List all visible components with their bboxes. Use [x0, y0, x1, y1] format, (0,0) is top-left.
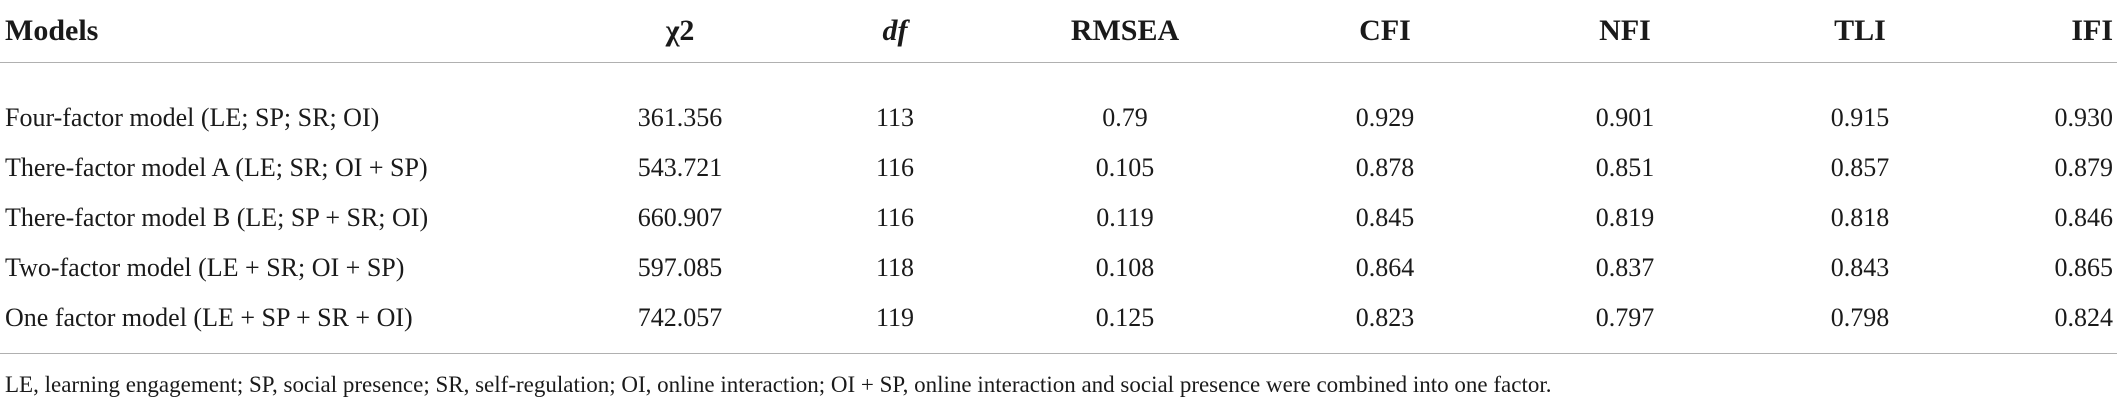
- cell-ifi: 0.824: [1980, 293, 2117, 354]
- header-tli: TLI: [1740, 0, 1980, 63]
- cell-ifi: 0.879: [2054, 153, 2114, 182]
- cell-nfi: 0.837: [1595, 253, 1655, 282]
- cell-model: Two-factor model (LE + SR; OI + SP): [5, 253, 405, 282]
- cell-ifi: 0.930: [2054, 103, 2114, 132]
- header-nfi: NFI: [1510, 0, 1740, 63]
- cell-rmsea: 0.119: [1096, 203, 1154, 232]
- table-row: There-factor model A (LE; SR; OI + SP) 5…: [0, 143, 2117, 193]
- header-rmsea: RMSEA: [990, 0, 1260, 63]
- cell-cfi: 0.823: [1260, 293, 1510, 354]
- table-row: There-factor model B (LE; SP + SR; OI) 6…: [0, 193, 2117, 243]
- cell-chi-square: 597.085: [637, 253, 723, 282]
- cell-df: 116: [875, 153, 915, 182]
- cell-tli: 0.818: [1830, 203, 1890, 232]
- cell-model: There-factor model B (LE; SP + SR; OI): [5, 203, 429, 232]
- cell-rmsea: 0.79: [1102, 103, 1148, 132]
- cell-chi-square: 543.721: [637, 153, 723, 182]
- table-row: One factor model (LE + SP + SR + OI) 742…: [0, 293, 2117, 354]
- cell-chi-square: 660.907: [637, 203, 723, 232]
- cell-model: Four-factor model (LE; SP; SR; OI): [5, 103, 380, 132]
- cell-rmsea: 0.105: [1095, 153, 1155, 182]
- model-fit-table: Models χ2 df RMSEA CFI NFI TLI IFI Four-…: [0, 0, 2117, 354]
- cell-cfi: 0.845: [1355, 203, 1415, 232]
- cell-chi-square: 361.356: [637, 103, 723, 132]
- cell-cfi: 0.929: [1355, 103, 1415, 132]
- cell-cfi: 0.864: [1355, 253, 1415, 282]
- cell-chi-square: 742.057: [560, 293, 800, 354]
- cell-cfi: 0.878: [1355, 153, 1415, 182]
- cell-ifi: 0.865: [2054, 253, 2114, 282]
- header-df: df: [800, 0, 990, 63]
- cell-model: One factor model (LE + SP + SR + OI): [0, 293, 560, 354]
- header-row: Models χ2 df RMSEA CFI NFI TLI IFI: [0, 0, 2117, 63]
- table-footnote: LE, learning engagement; SP, social pres…: [5, 372, 1552, 397]
- cell-nfi: 0.851: [1595, 153, 1655, 182]
- header-models: Models: [0, 0, 560, 63]
- cell-df: 113: [875, 103, 915, 132]
- cell-rmsea: 0.125: [990, 293, 1260, 354]
- cell-nfi: 0.901: [1595, 103, 1655, 132]
- cell-df: 118: [875, 253, 915, 282]
- cell-tli: 0.857: [1830, 153, 1890, 182]
- header-ifi: IFI: [1980, 0, 2117, 63]
- cell-model: There-factor model A (LE; SR; OI + SP): [5, 153, 428, 182]
- cell-nfi: 0.797: [1510, 293, 1740, 354]
- cell-tli: 0.915: [1830, 103, 1890, 132]
- cell-nfi: 0.819: [1595, 203, 1655, 232]
- cell-rmsea: 0.108: [1095, 253, 1155, 282]
- cell-df: 116: [875, 203, 915, 232]
- table-row: Four-factor model (LE; SP; SR; OI) 361.3…: [0, 63, 2117, 144]
- table-row: Two-factor model (LE + SR; OI + SP) 597.…: [0, 243, 2117, 293]
- header-chi-square: χ2: [560, 0, 800, 63]
- cell-ifi: 0.846: [2054, 203, 2114, 232]
- cell-tli: 0.843: [1830, 253, 1890, 282]
- cell-tli: 0.798: [1740, 293, 1980, 354]
- header-cfi: CFI: [1260, 0, 1510, 63]
- cell-df: 119: [800, 293, 990, 354]
